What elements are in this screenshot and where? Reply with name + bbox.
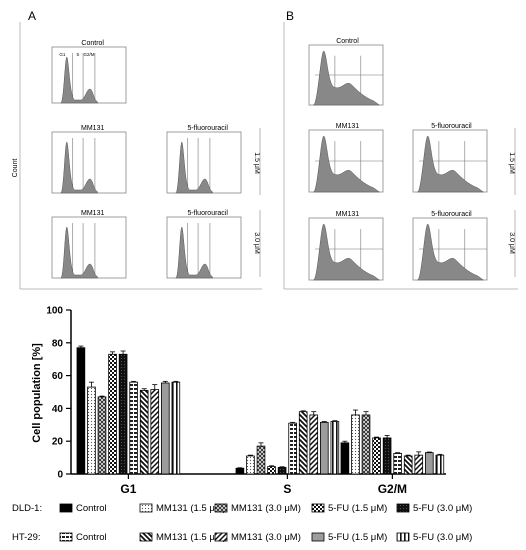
bar	[139, 389, 149, 475]
y-tick-label: 60	[52, 371, 64, 382]
legend-swatch	[139, 532, 153, 542]
hist-b-control-histogram	[313, 50, 381, 106]
legend-label: 5-FU (1.5 μM)	[328, 503, 387, 514]
legend-label: MM131 (1.5 μM)	[156, 532, 226, 543]
bar	[361, 414, 371, 475]
panel-b-letter: B	[286, 9, 294, 23]
legend-swatch	[214, 532, 228, 542]
hist-b-mm131-2-title: MM131	[336, 211, 359, 218]
legend-label: 5-FU (3.0 μM)	[413, 532, 472, 543]
legend-label: MM131 (3.0 μM)	[231, 532, 301, 543]
bar	[118, 353, 128, 475]
panel-a-letter: A	[28, 9, 36, 23]
bar	[435, 454, 445, 475]
legend-swatch	[59, 503, 73, 513]
bar	[108, 353, 117, 475]
bar	[319, 421, 329, 475]
bar	[403, 455, 413, 475]
y-tick-label: 0	[57, 470, 63, 481]
legend-label: MM131 (1.5 μM)	[156, 503, 226, 514]
legend-swatch	[214, 503, 228, 513]
gate-label-1: S	[76, 52, 79, 57]
hist-b-5fu-2-title: 5-fluorouracil	[431, 211, 472, 218]
legend-label: 5-FU (1.5 μM)	[328, 532, 387, 543]
legend-swatch	[311, 503, 325, 513]
hist-a-5fu-2-title: 5-fluorouracil	[187, 210, 228, 217]
bar	[309, 414, 319, 475]
panel-a-y-axis-label: Count	[12, 159, 19, 178]
bar	[393, 453, 402, 475]
legend-label: 5-FU (3.0 μM)	[413, 503, 472, 514]
bar	[330, 421, 340, 475]
bar-chart: Cell population [%] 0 20 40 60 80 100 G1 S G2/M	[31, 306, 446, 496]
legend-swatch	[311, 532, 325, 542]
legend-swatch	[59, 532, 73, 542]
bar	[277, 467, 287, 475]
bar	[372, 437, 381, 475]
bar	[288, 422, 297, 475]
hist-b-control-title: Control	[336, 38, 359, 45]
x-tick-label: G2/M	[378, 482, 407, 496]
bar	[87, 386, 96, 475]
bar	[246, 455, 255, 475]
hist-b-5fu-1-title: 5-fluorouracil	[431, 123, 472, 130]
y-axis-label: Cell population [%]	[31, 343, 43, 443]
bar	[160, 382, 170, 475]
legend-dld-label: DLD-1:	[12, 503, 42, 514]
panel-a-dose-2: 3.0 μM	[253, 232, 260, 254]
bar	[424, 452, 434, 475]
y-tick-label: 40	[52, 404, 64, 415]
bar	[267, 466, 276, 475]
y-tick-label: 100	[46, 306, 63, 317]
legend-label: Control	[76, 532, 107, 543]
y-tick-label: 80	[52, 338, 64, 349]
hist-b-mm131-1-title: MM131	[336, 123, 359, 130]
bar	[235, 467, 245, 475]
hist-a-5fu-1-title: 5-fluorouracil	[187, 125, 228, 132]
hist-a-control-histogram	[60, 56, 99, 104]
bar	[351, 414, 360, 475]
panel-b-dose-2: 3.0 μM	[508, 232, 515, 254]
hist-a-mm131-2-histogram	[60, 226, 99, 279]
bar	[414, 454, 424, 475]
y-tick-label: 20	[52, 437, 64, 448]
hist-a-mm131-1-title: MM131	[81, 125, 104, 132]
bar	[129, 381, 138, 475]
hist-b-5fu-1-histogram	[417, 135, 485, 193]
hist-b-5fu-2-histogram	[417, 223, 485, 281]
panel-a: A Count 1.5 μM 3.0 μM Control G1 S G2/M MM13…	[12, 9, 262, 290]
hist-a-mm131-2-title: MM131	[81, 210, 104, 217]
legend-ht-label: HT-29:	[12, 532, 41, 543]
legend-swatch	[396, 503, 410, 513]
legend-label: Control	[76, 503, 107, 514]
gate-label-0: G1	[59, 52, 66, 57]
hist-a-control-title: Control	[81, 40, 104, 47]
panel-b-dose-1: 1.5 μM	[508, 152, 515, 174]
hist-b-mm131-1-histogram	[313, 135, 381, 193]
hist-a-5fu-1-histogram	[175, 141, 214, 194]
bar	[150, 389, 160, 475]
bar	[97, 396, 107, 475]
panel-b: B 1.5 μM 3.0 μM Control MM131 5-fluorourac…	[283, 9, 518, 290]
bar	[171, 381, 181, 475]
legend-swatch	[396, 532, 410, 542]
bar	[382, 437, 392, 475]
bar	[76, 347, 86, 475]
bar	[340, 442, 350, 475]
legend-swatch	[139, 503, 153, 513]
legend-label: MM131 (3.0 μM)	[231, 503, 301, 514]
x-tick-label: G1	[120, 482, 136, 496]
legend: DLD-1: HT-29: Control MM131 (1.5 μM) MM131…	[12, 503, 472, 543]
panel-a-dose-1: 1.5 μM	[253, 152, 260, 174]
gate-label-2: G2/M	[83, 52, 94, 57]
bar	[256, 445, 266, 475]
hist-b-mm131-2-histogram	[313, 223, 381, 281]
hist-a-mm131-1-histogram	[60, 141, 99, 194]
x-tick-label: S	[283, 482, 291, 496]
hist-a-5fu-2-histogram	[175, 226, 214, 279]
bar	[298, 411, 308, 475]
